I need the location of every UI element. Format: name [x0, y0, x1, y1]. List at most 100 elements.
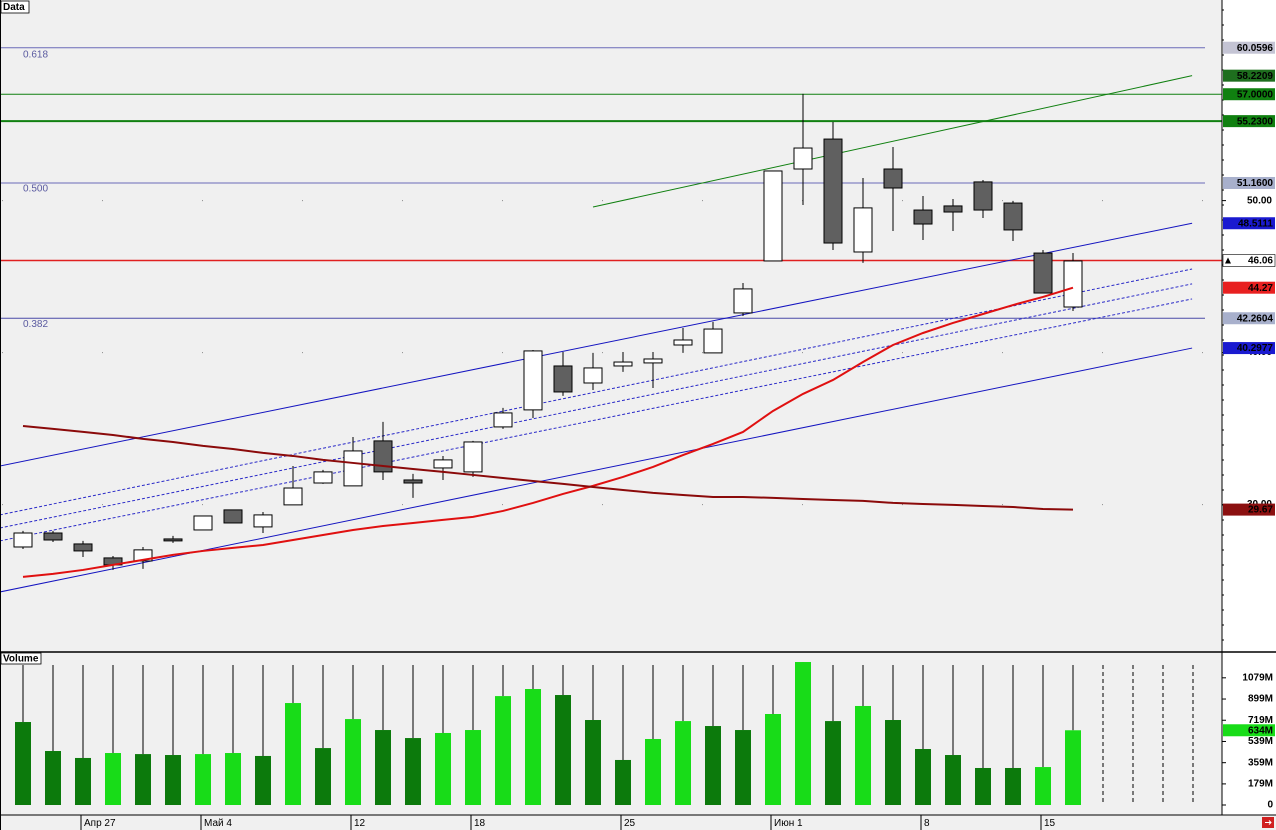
price-marker [1225, 257, 1231, 264]
candle-body [613, 361, 633, 367]
candle-body [343, 450, 363, 487]
candle-body [493, 412, 513, 428]
candle-body [1033, 252, 1053, 294]
volume-bar [465, 730, 481, 805]
volume-bar [585, 720, 601, 805]
price-label: 29.67 [1248, 505, 1273, 516]
price-label-box [1223, 115, 1275, 128]
candle-body [403, 479, 423, 484]
volume-bar [765, 714, 781, 805]
volume-bar [555, 695, 571, 805]
candle-body [13, 532, 33, 548]
volume-bar [15, 722, 31, 805]
x-tick-label: 15 [1044, 818, 1056, 829]
volume-bar [525, 689, 541, 805]
candle-body [1003, 202, 1023, 231]
volume-bar [255, 755, 271, 805]
price-axis-area [1222, 0, 1276, 815]
volume-bar [285, 703, 301, 805]
candle-body [463, 441, 483, 473]
price-label-box [1223, 312, 1275, 325]
candle-body [643, 358, 663, 364]
x-tick-label: 12 [354, 818, 366, 829]
candle-body [853, 207, 873, 253]
volume-bar [825, 721, 841, 805]
volume-bar [435, 732, 451, 805]
candle-body [313, 471, 333, 484]
price-label: 57.0000 [1237, 89, 1274, 100]
volume-bar [105, 753, 121, 805]
volume-bar [345, 719, 361, 805]
x-tick-label: 18 [474, 818, 486, 829]
trend-line [592, 75, 1193, 208]
volume-layer [15, 662, 1194, 805]
volume-bar [1035, 767, 1051, 805]
volume-bar [225, 753, 241, 805]
price-label: 40.2977 [1237, 343, 1274, 354]
volume-bar [495, 696, 511, 805]
price-label: 44.27 [1248, 283, 1273, 294]
candle-body [763, 170, 783, 262]
lines-layer: 0.618 0.500 0.382 [0, 47, 1222, 593]
price-label: 48.5111 [1238, 218, 1273, 229]
candle-body [193, 515, 213, 531]
candle-body [133, 549, 153, 562]
volume-bar [705, 726, 721, 805]
candle-body [913, 209, 933, 225]
candle-body [823, 138, 843, 244]
volume-bar [405, 738, 421, 805]
volume-bar [735, 730, 751, 805]
x-tick-label: Июн 1 [774, 818, 803, 829]
volume-bar [45, 751, 61, 805]
trend-line [0, 222, 1193, 467]
y-tick-label: 899M [1248, 694, 1273, 705]
candle-body [703, 328, 723, 354]
candle-body [283, 487, 303, 506]
price-label: 46.06 [1248, 256, 1273, 267]
price-label-box [1223, 41, 1275, 54]
volume-bar [645, 738, 661, 805]
x-tick-label: Май 4 [204, 818, 232, 829]
volume-bar [615, 759, 631, 805]
y-tick-label: 0 [1267, 800, 1273, 811]
volume-label: 634M [1248, 725, 1273, 736]
y-tick-label: 719M [1248, 715, 1273, 726]
volume-bar [915, 749, 931, 805]
price-panel [0, 0, 1222, 652]
volume-bar [975, 767, 991, 805]
volume-bar [165, 755, 181, 805]
volume-bar [375, 730, 391, 805]
fib-label: 0.500 [23, 184, 48, 195]
price-label-box [1223, 503, 1275, 516]
volume-bar [885, 720, 901, 805]
candle-body [793, 147, 813, 170]
candles-layer [13, 93, 1083, 570]
y-tick-label: 539M [1248, 736, 1273, 747]
price-label: 60.0596 [1237, 43, 1274, 54]
price-label: 55.2300 [1237, 116, 1274, 127]
volume-bar [1005, 767, 1021, 805]
price-label-box [1223, 176, 1275, 189]
y-tick-label: 359M [1248, 757, 1273, 768]
candle-body [733, 288, 753, 314]
volume-bar [945, 755, 961, 805]
candle-body [373, 440, 393, 473]
axis-layer: 30.0040.0050.0060.059657.000055.230051.1… [80, 9, 1276, 830]
panel-header-box [0, 652, 42, 665]
candle-body [973, 181, 993, 211]
candle-body [73, 543, 93, 552]
volume-bar [315, 748, 331, 805]
panel-header: Volume [3, 654, 39, 665]
fib-label: 0.618 [23, 49, 48, 60]
candle-body [883, 168, 903, 189]
x-tick-label: 25 [624, 818, 636, 829]
volume-bar [675, 721, 691, 805]
price-label-box [1223, 88, 1275, 101]
candle-body [163, 538, 183, 542]
panel-header-box [0, 0, 30, 14]
candle-body [433, 459, 453, 469]
ma-layer [22, 286, 1074, 578]
y-tick-label: 179M [1248, 779, 1273, 790]
